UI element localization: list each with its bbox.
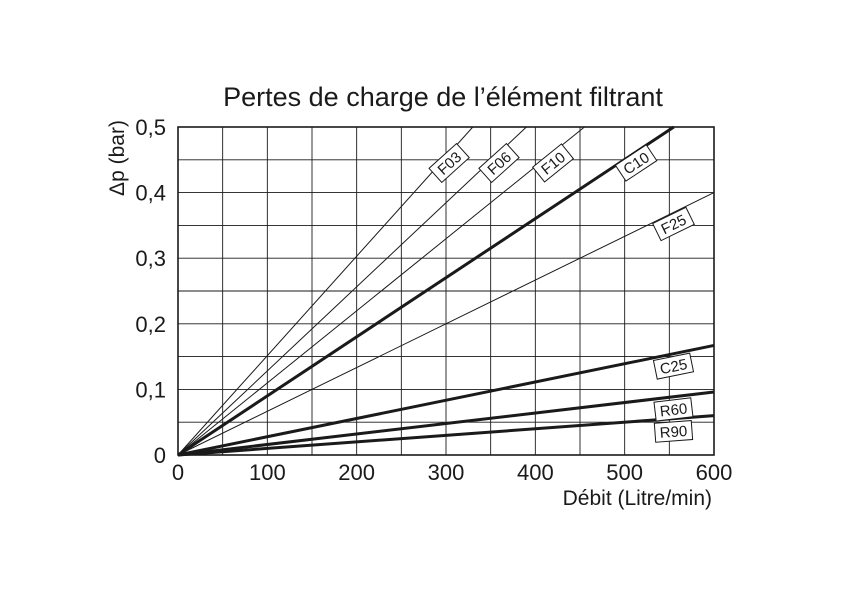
series-tag-f06: F06 [478,142,520,184]
chart-title: Pertes de charge de l’élément filtrant [223,82,663,112]
series-line-c25 [177,343,715,457]
series-line-f25 [177,192,715,456]
x-tick-label: 100 [249,460,286,485]
y-tick-label: 0 [154,443,166,468]
x-axis-label: Débit (Litre/min) [563,487,712,510]
series-tag-box [478,142,520,184]
x-axis-ticks: 0 100 200 300 400 500 600 [172,460,732,485]
series-line-f06 [177,126,527,456]
series-tag-box [653,420,694,443]
y-tick-label: 0,5 [135,115,166,140]
x-tick-label: 500 [606,460,643,485]
y-axis-ticks: 0 0,1 0,2 0,3 0,4 0,5 [135,115,166,468]
series-line-r90 [177,414,715,457]
series-tag-f25: F25 [652,206,695,242]
series-tag-label: C25 [658,356,688,378]
series-lines [177,125,715,457]
series-tag-box [652,206,695,242]
series-tag-label: R90 [659,423,688,442]
y-tick-label: 0,1 [135,377,166,402]
series-tag-f10: F10 [531,143,575,183]
series-tag-box [531,143,575,183]
x-tick-label: 400 [517,460,554,485]
series-line-f10 [177,126,585,456]
series-tag-box [653,397,694,422]
y-tick-label: 0,3 [135,246,166,271]
y-tick-label: 0,4 [135,181,166,206]
series-tag-box [428,142,470,184]
x-tick-label: 300 [428,460,465,485]
series-tag-r90: R90 [653,420,694,443]
y-axis-label: Δp (bar) [106,120,129,196]
y-tick-label: 0,2 [135,312,166,337]
x-tick-label: 0 [172,460,184,485]
series-line-c10 [177,125,675,457]
series-tag-box [614,144,658,182]
series-tag-label: R60 [659,400,688,420]
series-line-r60 [177,390,715,457]
series-tag-c25: C25 [652,352,695,380]
series-tag-r60: R60 [653,397,694,422]
series-tag-f03: F03 [428,142,470,184]
x-tick-label: 200 [338,460,375,485]
series-tag-box [652,352,695,380]
series-line-f03 [177,126,474,456]
plot-frame [177,126,715,456]
x-tick-label: 600 [696,460,733,485]
